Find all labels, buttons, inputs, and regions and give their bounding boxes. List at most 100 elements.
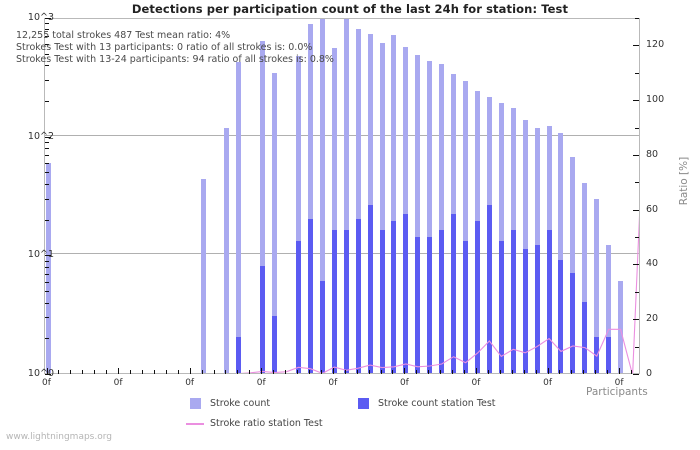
x-axis-tick	[332, 368, 334, 374]
x-axis-tick	[380, 370, 382, 374]
bar-stroke-count	[498, 102, 504, 373]
bar-stroke-count-station	[522, 249, 528, 373]
bar-stroke-count-station	[355, 218, 361, 373]
bar-stroke-count-station	[546, 230, 552, 373]
annotation-line: Strokes Test with 13 participants: 0 rat…	[16, 42, 313, 53]
bar-stroke-count	[307, 24, 313, 373]
x-axis-tick	[440, 370, 442, 374]
y-axis-left-tick	[45, 198, 49, 200]
bar-stroke-count	[367, 33, 373, 373]
x-axis-tick	[487, 370, 489, 374]
x-axis-tick	[297, 370, 299, 374]
legend-swatch	[358, 398, 369, 409]
gridline	[45, 134, 639, 136]
x-axis-tick-label: 0f	[113, 378, 123, 388]
y-axis-left-tick	[45, 162, 49, 164]
bar-stroke-count	[403, 46, 409, 373]
bar-stroke-count-station	[451, 213, 457, 373]
bar-stroke-count-station	[391, 221, 397, 373]
y-axis-left-tick	[45, 266, 49, 268]
y-axis-right-tick-label: 40	[646, 258, 659, 270]
x-axis-tick	[368, 370, 370, 374]
bar-stroke-count	[296, 55, 302, 373]
bar-stroke-count-station	[534, 244, 540, 373]
x-axis-tick	[273, 370, 275, 374]
bar-stroke-count-station	[606, 337, 612, 373]
x-axis-tick	[535, 370, 537, 374]
bar-stroke-count-station	[260, 265, 266, 373]
bar-stroke-count	[200, 179, 206, 373]
x-axis-tick-label: 0f	[614, 378, 624, 388]
bar-stroke-count-station	[570, 272, 576, 373]
bar-stroke-count-station	[403, 213, 409, 373]
y-axis-left-tick	[45, 53, 49, 55]
x-axis-tick	[475, 368, 477, 374]
y-axis-right-tick-label: 0	[646, 368, 653, 379]
y-axis-right-tick-label: 60	[646, 203, 659, 215]
y-axis-left-tick	[45, 317, 49, 319]
x-axis-tick	[631, 370, 633, 374]
legend-label: Stroke count station Test	[378, 398, 496, 409]
y-axis-left-tick	[45, 273, 49, 275]
x-axis-tick	[547, 368, 549, 374]
bar-stroke-count	[331, 47, 337, 373]
bar-stroke-count	[427, 60, 433, 373]
x-axis-tick-label: 0f	[543, 378, 552, 388]
x-axis-tick	[106, 370, 108, 374]
x-axis-tick	[261, 368, 263, 374]
x-axis-tick	[595, 370, 597, 374]
x-axis-tick	[58, 370, 60, 374]
y-axis-left-tick	[45, 29, 49, 31]
y-axis-left-tick	[45, 338, 49, 340]
x-axis-tick-label: 0f	[471, 378, 481, 388]
annotation-line: 12,255 total strokes 487 Test mean ratio…	[16, 30, 231, 41]
bar-stroke-count	[606, 244, 612, 373]
bar-stroke-count	[319, 19, 325, 373]
bar-stroke-count-station	[558, 259, 564, 373]
y-axis-right-tick	[635, 127, 639, 129]
y-axis-left-tick	[45, 65, 49, 67]
x-axis-tick	[225, 370, 227, 374]
y-axis-right-tick	[635, 72, 639, 74]
y-axis-right-tick	[633, 264, 639, 266]
y-axis-left-tick	[45, 23, 49, 25]
y-axis-right-title: Ratio [%]	[678, 156, 691, 206]
y-axis-left-tick	[45, 255, 51, 257]
bar-stroke-count	[522, 120, 528, 373]
x-axis-tick	[189, 368, 191, 374]
bar-stroke-count	[45, 162, 51, 373]
x-axis-tick	[285, 370, 287, 374]
x-axis-tick	[201, 370, 203, 374]
plot-area	[44, 18, 640, 374]
x-axis-tick	[511, 370, 513, 374]
bar-stroke-count-station	[486, 205, 492, 373]
x-axis-tick-label: 0f	[256, 378, 266, 388]
y-axis-left-tick	[45, 100, 49, 102]
x-axis-tick	[153, 370, 155, 374]
x-axis-tick	[94, 370, 96, 374]
x-axis-tick	[416, 370, 418, 374]
bar-stroke-count	[343, 19, 349, 373]
x-axis-tick	[607, 370, 609, 374]
bar-stroke-count-station	[415, 237, 421, 373]
y-axis-right-tick	[635, 237, 639, 239]
bar-stroke-count-station	[331, 230, 337, 373]
bar-stroke-count	[224, 128, 230, 373]
x-axis-tick	[46, 368, 48, 374]
stroke-ratio-line	[239, 215, 639, 373]
x-axis-tick	[464, 370, 466, 374]
legend-swatch	[190, 398, 201, 409]
x-axis-tick	[308, 370, 310, 374]
y-axis-left-title: Count	[0, 165, 1, 196]
bar-stroke-count	[260, 40, 266, 373]
y-axis-left-tick	[45, 142, 49, 144]
y-axis-left-tick	[45, 80, 49, 82]
bar-stroke-count-station	[319, 280, 325, 373]
x-axis-tick	[404, 368, 406, 374]
y-axis-right-tick	[633, 319, 639, 321]
bar-stroke-count	[355, 28, 361, 373]
bar-stroke-count	[391, 35, 397, 373]
y-axis-left-tick	[45, 44, 49, 46]
x-axis-tick	[356, 370, 358, 374]
